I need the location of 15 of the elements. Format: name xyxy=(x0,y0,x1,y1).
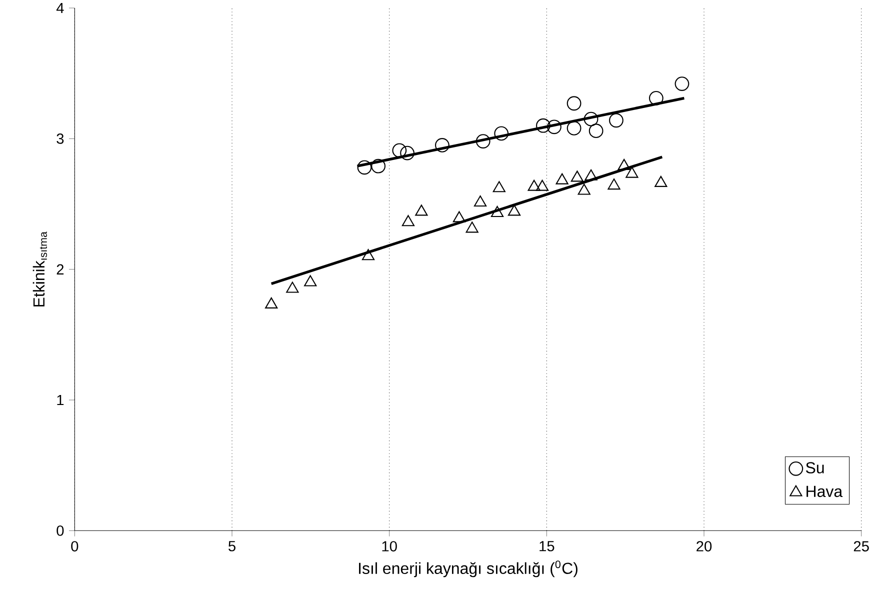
legend-label: Hava xyxy=(806,486,843,498)
x-tick-label: 20 xyxy=(696,541,712,552)
y-axis-title: Etkinik$_{ısıtma}$ xyxy=(32,232,47,306)
x-tick-label: 25 xyxy=(854,541,869,552)
x-tick-label: 10 xyxy=(382,541,397,552)
y-tick-label: 3 xyxy=(56,133,64,144)
y-tick-label: 0 xyxy=(56,525,64,536)
x-tick-label: 0 xyxy=(71,541,78,552)
x-tick-label: 5 xyxy=(228,541,236,552)
legend-label: Su xyxy=(806,462,824,474)
y-tick-label: 4 xyxy=(56,2,64,14)
x-axis-title: Isıl enerji kaynağı sıcaklığı ($^{0}$C) xyxy=(359,560,578,578)
x-tick-label: 15 xyxy=(540,541,554,552)
y-tick-label: 1 xyxy=(57,394,64,406)
y-tick-label: 2 xyxy=(56,264,64,274)
